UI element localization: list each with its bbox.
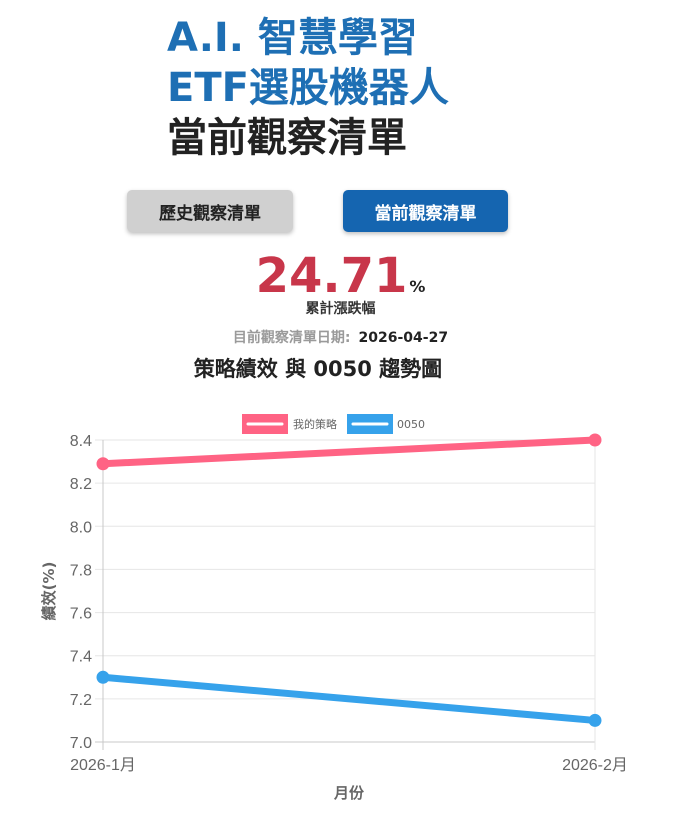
x-axis-title: 月份 [333, 784, 365, 802]
y-tick-label: 7.4 [70, 649, 92, 666]
data-point [96, 457, 110, 471]
y-tick-label: 8.2 [70, 476, 92, 493]
data-point [588, 713, 602, 727]
y-axis-title: 績效(%) [40, 562, 58, 621]
cumulative-return-label: 累計漲跌幅 [305, 301, 376, 317]
history-list-button[interactable]: 歷史觀察清單 [127, 190, 293, 232]
app-title-line2: ETF選股機器人 [167, 65, 449, 111]
performance-chart: 8.4 8.2 8.0 7.8 7.6 7.4 7.2 7.0 2026-1月 2026-2月月份… [40, 414, 628, 802]
chart-title: 策略績效 與 0050 趨勢圖 [193, 357, 443, 381]
app-title-line1: A.I. 智慧學習 [167, 15, 418, 61]
current-list-button[interactable]: 當前觀察清單 [343, 190, 508, 232]
page-title: 當前觀察清單 [167, 115, 407, 161]
cumulative-return-value: 24.71 [255, 248, 408, 304]
y-tick-label: 7.8 [70, 562, 92, 579]
y-tick-label: 7.0 [70, 735, 92, 752]
watchlist-date-row: 目前觀察清單日期: 2026-04-27 [0, 327, 681, 347]
series-line [99, 673, 599, 724]
data-point [96, 670, 110, 684]
watchlist-date-label: 目前觀察清單日期: [232, 330, 351, 346]
x-tick-label: 2026-1月 [70, 757, 136, 774]
cumulative-return: 24.71% [0, 248, 681, 304]
y-tick-label: 7.6 [70, 606, 92, 623]
data-point [588, 433, 602, 447]
y-tick-label: 8.4 [70, 433, 92, 450]
legend-label[interactable]: 我的策略 [293, 417, 337, 431]
y-tick-label: 7.2 [70, 692, 92, 709]
series-line [99, 436, 599, 468]
watchlist-date-value: 2026-04-27 [358, 330, 449, 346]
x-tick-label: 2026-2月 [562, 757, 628, 774]
legend-label[interactable]: 0050 [397, 418, 425, 431]
y-tick-label: 8.0 [70, 519, 92, 536]
cumulative-return-unit: % [409, 277, 426, 296]
